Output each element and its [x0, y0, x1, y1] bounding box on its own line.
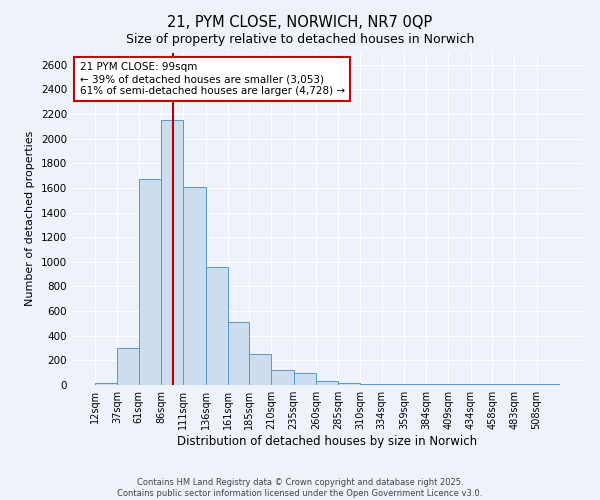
Text: Size of property relative to detached houses in Norwich: Size of property relative to detached ho… [126, 32, 474, 46]
Bar [536, 384, 559, 385]
Text: Contains HM Land Registry data © Crown copyright and database right 2025.
Contai: Contains HM Land Registry data © Crown c… [118, 478, 482, 498]
Bar [293, 374, 316, 385]
Bar [448, 384, 471, 385]
Bar [228, 322, 249, 385]
Bar [471, 384, 492, 385]
Bar [514, 384, 536, 385]
Bar [338, 382, 361, 385]
X-axis label: Distribution of detached houses by size in Norwich: Distribution of detached houses by size … [177, 435, 477, 448]
Bar [382, 384, 404, 385]
Bar [492, 384, 514, 385]
Text: 21 PYM CLOSE: 99sqm
← 39% of detached houses are smaller (3,053)
61% of semi-det: 21 PYM CLOSE: 99sqm ← 39% of detached ho… [80, 62, 345, 96]
Bar [316, 382, 338, 385]
Bar [361, 384, 382, 385]
Bar [139, 180, 161, 385]
Bar [118, 348, 139, 385]
Y-axis label: Number of detached properties: Number of detached properties [25, 131, 35, 306]
Text: 21, PYM CLOSE, NORWICH, NR7 0QP: 21, PYM CLOSE, NORWICH, NR7 0QP [167, 15, 433, 30]
Bar [404, 384, 426, 385]
Bar [249, 354, 271, 385]
Bar [426, 384, 448, 385]
Bar [271, 370, 293, 385]
Bar [95, 382, 118, 385]
Bar [161, 120, 183, 385]
Bar [206, 267, 228, 385]
Bar [183, 186, 206, 385]
